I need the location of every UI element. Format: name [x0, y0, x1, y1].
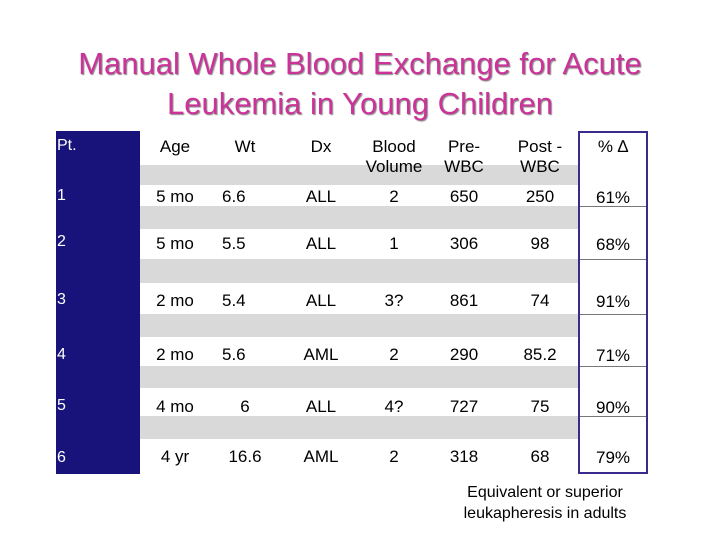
cell-pre-wbc: 861	[449, 291, 479, 310]
slide-title: Manual Whole Blood Exchange for Acute Le…	[0, 44, 720, 124]
title-line-2: Leukemia in Young Children	[166, 86, 554, 121]
footnote: Equivalent or superior leukapheresis in …	[440, 482, 650, 524]
pt-value: 6	[57, 449, 66, 466]
pt-value: 5	[57, 397, 66, 414]
row-band	[140, 314, 578, 337]
header-blood-volume-line-2: Volume	[365, 157, 423, 176]
cell-age: 2 mo	[156, 291, 194, 310]
header-pre-wbc: Pre- WBC	[428, 137, 500, 177]
cell-blood-volume: 2	[389, 345, 399, 364]
cell-wt: 6	[240, 397, 250, 416]
header-pre-wbc-line-1: Pre-	[447, 137, 481, 156]
cell-post-wbc: 250	[525, 187, 555, 206]
pt-cell-row-6: 6	[56, 425, 140, 474]
row-band	[140, 165, 578, 185]
cell-blood-volume: 2	[389, 187, 399, 206]
pt-value: 2	[57, 233, 66, 250]
cell-dx: AML	[303, 345, 339, 364]
pct-row-divider	[580, 366, 646, 367]
pct-row-divider	[580, 259, 646, 260]
cell-pre-wbc: 306	[449, 234, 479, 253]
pct-row-divider	[580, 206, 646, 207]
cell-age: 4 mo	[156, 397, 194, 416]
header-pt: Pt.	[57, 137, 77, 154]
header-blood-volume-line-1: Blood	[372, 137, 416, 156]
header-dx: Dx	[310, 137, 332, 156]
title-line-1: Manual Whole Blood Exchange for Acute	[78, 46, 642, 81]
cell-age: 4 yr	[160, 447, 190, 466]
cell-wt: 5.4	[222, 291, 246, 310]
header-wt: Wt	[234, 137, 256, 156]
cell-wt: 5.6	[222, 345, 246, 364]
cell-pre-wbc: 318	[449, 447, 479, 466]
cell-blood-volume: 3?	[384, 291, 404, 310]
pct-row-divider	[580, 416, 646, 417]
cell-wt: 5.5	[222, 234, 246, 253]
cell-pct-change: 61%	[595, 188, 631, 207]
cell-dx: ALL	[305, 291, 337, 310]
cell-blood-volume: 4?	[384, 397, 404, 416]
pt-cell-row-3: 3	[56, 272, 140, 326]
cell-wt: 6.6	[222, 187, 246, 206]
cell-blood-volume: 2	[389, 447, 399, 466]
cell-pre-wbc: 650	[449, 187, 479, 206]
header-pt-cell: Pt.	[56, 131, 140, 165]
pt-value: 4	[57, 346, 66, 363]
header-post-wbc: Post - WBC	[502, 137, 578, 177]
cell-age: 5 mo	[156, 234, 194, 253]
pt-cell-row-1: 1	[56, 165, 140, 218]
cell-post-wbc: 75	[530, 397, 550, 416]
pt-value: 3	[57, 291, 66, 308]
cell-pct-change: 90%	[595, 398, 631, 417]
header-post-wbc-line-2: WBC	[520, 157, 560, 176]
cell-age: 5 mo	[156, 187, 194, 206]
header-pre-wbc-line-2: WBC	[444, 157, 484, 176]
cell-dx: ALL	[305, 397, 337, 416]
header-pct-change: % ∆	[597, 137, 629, 156]
cell-blood-volume: 1	[389, 234, 399, 253]
header-post-wbc-line-1: Post -	[517, 137, 563, 156]
cell-pct-change: 91%	[595, 292, 631, 311]
row-band	[140, 416, 578, 439]
header-blood-volume: Blood Volume	[360, 137, 428, 177]
pt-cell-row-4: 4	[56, 326, 140, 380]
cell-pre-wbc: 727	[449, 397, 479, 416]
footnote-line-1: Equivalent or superior	[467, 484, 623, 501]
cell-pct-change: 71%	[595, 346, 631, 365]
pct-row-divider	[580, 314, 646, 315]
footnote-line-2: leukapheresis in adults	[463, 505, 627, 522]
pt-value: 1	[57, 187, 66, 204]
cell-dx: AML	[303, 447, 339, 466]
cell-post-wbc: 85.2	[523, 345, 557, 364]
cell-post-wbc: 74	[530, 291, 550, 310]
cell-post-wbc: 98	[530, 234, 550, 253]
cell-pre-wbc: 290	[449, 345, 479, 364]
cell-wt: 16.6	[228, 447, 262, 466]
cell-dx: ALL	[305, 187, 337, 206]
cell-pct-change: 79%	[595, 448, 631, 467]
row-band	[140, 366, 578, 388]
pt-cell-row-2: 2	[56, 218, 140, 272]
cell-dx: ALL	[305, 234, 337, 253]
pt-cell-row-5: 5	[56, 380, 140, 425]
row-band	[140, 206, 578, 229]
cell-age: 2 mo	[156, 345, 194, 364]
header-age: Age	[159, 137, 191, 156]
cell-post-wbc: 68	[530, 447, 550, 466]
cell-pct-change: 68%	[595, 235, 631, 254]
row-band	[140, 259, 578, 283]
